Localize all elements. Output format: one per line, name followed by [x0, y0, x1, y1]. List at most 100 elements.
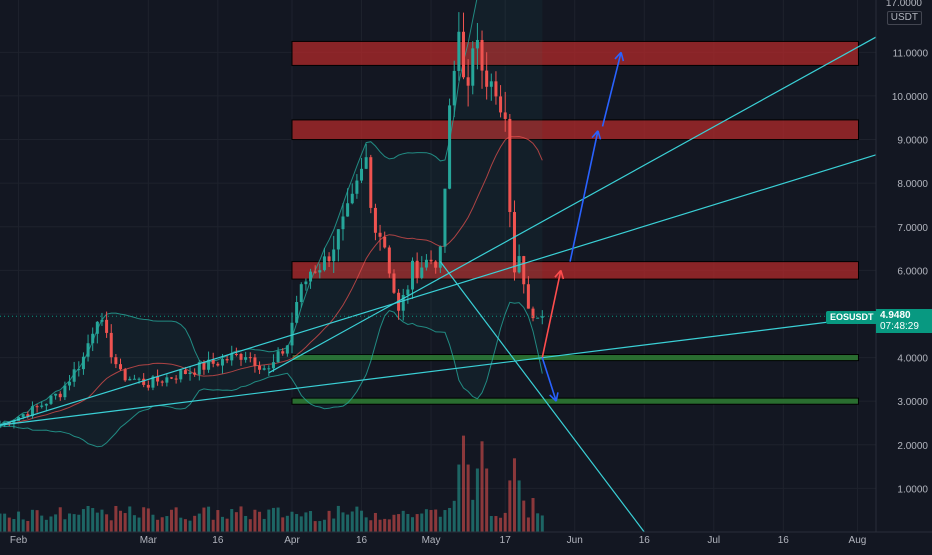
candle-body	[290, 322, 294, 346]
candle-body	[485, 70, 489, 87]
volume-bar	[452, 500, 456, 532]
volume-bar	[169, 509, 173, 532]
candle-body	[508, 118, 512, 213]
volume-bar	[183, 519, 187, 532]
candle-body	[471, 48, 475, 86]
candle-body	[216, 363, 220, 366]
volume-bar	[58, 507, 62, 532]
volume-bar	[0, 513, 2, 532]
candle-body	[276, 351, 280, 363]
volume-bar	[7, 517, 11, 532]
volume-bar	[179, 517, 183, 532]
candle-body	[58, 393, 62, 398]
x-tick-label: 16	[212, 535, 224, 546]
candle-body	[457, 31, 461, 71]
candle-body	[536, 317, 540, 319]
volume-bar	[350, 511, 354, 532]
volume-bar	[151, 514, 155, 532]
candle-body	[281, 351, 285, 354]
candle-body	[179, 370, 183, 380]
volume-bar	[271, 507, 275, 532]
candle-body	[169, 377, 173, 379]
volume-bar	[443, 510, 447, 532]
volume-bar	[12, 519, 16, 532]
arrow-shaft	[541, 357, 557, 402]
volume-bar	[336, 505, 340, 532]
volume-bar	[193, 515, 197, 532]
volume-bar	[123, 513, 127, 532]
volume-bar	[54, 514, 58, 532]
candle-body	[452, 70, 456, 106]
x-tick-label: Apr	[284, 535, 300, 546]
arrow-head	[554, 269, 562, 278]
candle-body	[105, 319, 109, 333]
volume-bar	[128, 506, 132, 532]
x-tick-label: Feb	[10, 535, 28, 546]
candle-body	[142, 378, 146, 385]
volume-bar	[480, 441, 484, 532]
current-price-tag[interactable]: EOSUSDT 4.9480 07:48:29	[826, 309, 932, 333]
candle-body	[332, 249, 336, 262]
candle-body	[7, 422, 11, 425]
candle-body	[91, 333, 95, 344]
volume-bar	[373, 512, 377, 532]
candle-body	[128, 378, 132, 381]
volume-bar	[220, 516, 224, 532]
arrow-head	[597, 130, 602, 140]
volume-bar	[160, 517, 164, 532]
trendline	[0, 154, 877, 426]
volume-bars	[0, 435, 544, 532]
candle-body	[26, 414, 30, 417]
volume-bar	[489, 516, 493, 532]
volume-bar	[132, 515, 136, 532]
candle-body	[480, 39, 484, 71]
volume-bar	[100, 509, 104, 532]
volume-bar	[485, 468, 489, 532]
arrow-head	[560, 270, 565, 280]
volume-bar	[378, 519, 382, 532]
band-lower	[0, 301, 543, 448]
arrow-head	[549, 394, 557, 402]
volume-bar	[77, 514, 81, 532]
volume-bar	[17, 511, 21, 532]
x-tick-label: Jul	[707, 535, 720, 546]
x-tick-label: Mar	[140, 535, 158, 546]
volume-bar	[438, 516, 442, 532]
volume-bar	[188, 520, 192, 532]
candle-body	[95, 321, 99, 334]
resistance-zone	[291, 119, 859, 141]
volume-bar	[401, 510, 405, 532]
candle-body	[336, 229, 340, 250]
volume-bar	[540, 515, 544, 532]
price-axis-header: 17.0000 USDT	[886, 0, 922, 25]
volume-bar	[322, 519, 326, 532]
candle-body	[438, 246, 442, 268]
volume-bar	[105, 514, 109, 532]
x-tick-label: Aug	[849, 535, 867, 546]
candle-body	[68, 381, 72, 386]
bar-countdown: 07:48:29	[880, 321, 919, 332]
candle-body	[494, 81, 498, 97]
candle-body	[411, 260, 415, 290]
volume-bar	[299, 516, 303, 532]
candle-body	[406, 289, 410, 296]
volume-bar	[146, 508, 150, 532]
arrow-head	[620, 52, 625, 62]
volume-bar	[262, 518, 266, 532]
volume-bar	[91, 508, 95, 532]
candle-body	[360, 168, 364, 181]
price-axis-bg	[876, 0, 932, 550]
volume-bar	[68, 513, 72, 532]
volume-bar	[341, 512, 345, 532]
volume-bar	[114, 505, 118, 532]
candle-body	[197, 362, 201, 375]
volume-bar	[253, 509, 257, 532]
candle-body	[350, 193, 354, 204]
currency-badge[interactable]: USDT	[886, 11, 922, 25]
volume-bar	[174, 507, 178, 532]
candle-body	[309, 271, 313, 282]
candle-body	[86, 343, 90, 357]
time-axis-bg	[0, 532, 932, 550]
